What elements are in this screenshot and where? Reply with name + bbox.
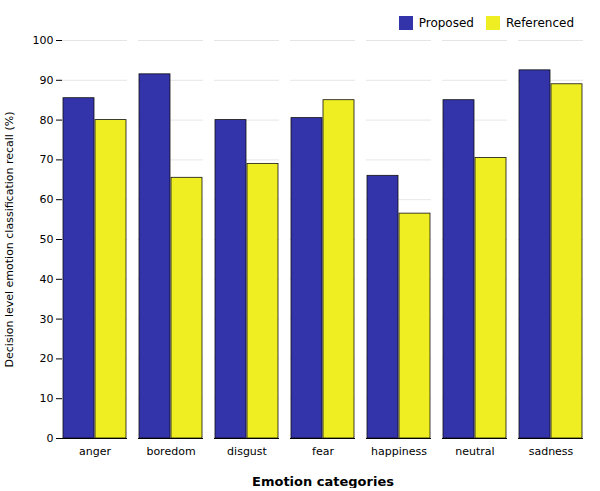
svg-text:disgust: disgust: [227, 445, 267, 458]
html-text:Referenced: Referenced: [506, 15, 574, 30]
svg-text:80: 80: [40, 114, 54, 127]
svg-text:50: 50: [40, 233, 54, 246]
svg-text:Emotion categories: Emotion categories: [252, 474, 394, 489]
html-text:Proposed: Proposed: [418, 15, 474, 30]
svg-text:90: 90: [40, 74, 54, 87]
svg-text:sadness: sadness: [529, 445, 574, 458]
svg-text:10: 10: [40, 392, 54, 405]
svg-text:happiness: happiness: [371, 445, 427, 458]
svg-text:60: 60: [40, 193, 54, 206]
svg-text:30: 30: [40, 313, 54, 326]
svg-text:fear: fear: [312, 445, 334, 458]
svg-text:100: 100: [33, 34, 54, 47]
svg-text:70: 70: [40, 153, 54, 166]
svg-text:anger: anger: [79, 445, 111, 458]
svg-text:neutral: neutral: [455, 445, 494, 458]
svg-text:boredom: boredom: [146, 445, 195, 458]
svg-text:0: 0: [47, 432, 54, 445]
svg-text:20: 20: [40, 352, 54, 365]
svg-text:Decision level emotion classif: Decision level emotion classification re…: [3, 112, 16, 368]
svg-text:40: 40: [40, 273, 54, 286]
